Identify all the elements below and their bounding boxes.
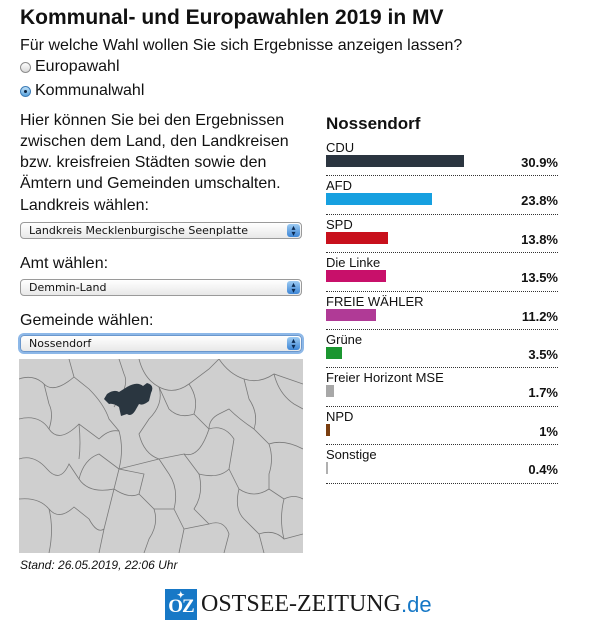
party-percentage: 13.8% <box>521 231 558 247</box>
logo-tld: .de <box>400 591 432 617</box>
party-bar <box>326 231 388 244</box>
timestamp: Stand: 26.05.2019, 22:06 Uhr <box>20 558 178 572</box>
radio-kommunalwahl[interactable]: Kommunalwahl <box>20 82 144 100</box>
municipality-borders <box>19 359 303 553</box>
gemeinde-select[interactable]: Nossendorf ▴ ▾ <box>20 335 302 352</box>
party-name: Freier Horizont MSE <box>326 370 444 386</box>
party-name: NPD <box>326 408 354 424</box>
amt-label: Amt wählen: <box>20 255 109 272</box>
party-percentage: 23.8% <box>521 193 558 209</box>
municipality-map[interactable] <box>19 359 303 553</box>
party-results-list: CDU 30.9% AFD 23.8% SPD 13.8% Die Linke 13.5% FR… <box>326 138 558 484</box>
party-bar <box>326 385 334 398</box>
election-question: Für welche Wahl wollen Sie sich Ergebnis… <box>20 37 463 54</box>
party-percentage: 11.2% <box>521 308 558 324</box>
results-panel: Nossendorf CDU 30.9% AFD 23.8% SPD 13.8% Die L… <box>326 114 558 484</box>
gemeinde-label: Gemeinde wählen: <box>20 312 154 329</box>
results-title: Nossendorf <box>326 114 421 133</box>
radio-button-unchecked[interactable] <box>20 61 31 73</box>
party-percentage: 13.5% <box>521 270 558 286</box>
map-svg <box>19 359 303 553</box>
logo-name: OSTSEE-ZEITUNG <box>201 591 401 617</box>
party-percentage: 1.7% <box>528 385 558 401</box>
select-value: Demmin-Land <box>29 281 107 294</box>
party-name: AFD <box>326 178 352 194</box>
logo-badge-text: OZ <box>168 596 194 617</box>
party-bar <box>326 423 331 436</box>
updown-arrows-icon: ▴ ▾ <box>287 336 300 350</box>
party-percentage: 3.5% <box>528 346 558 362</box>
party-percentage: 1% <box>539 423 558 439</box>
party-bar <box>326 462 328 475</box>
party-name: Die Linke <box>326 255 381 271</box>
updown-arrows-icon: ▴ ▾ <box>287 223 300 237</box>
party-name: CDU <box>326 140 355 155</box>
selected-municipality-shape[interactable] <box>104 383 153 416</box>
updown-arrows-icon: ▴ ▾ <box>287 280 300 294</box>
party-result-row: NPD 1% <box>326 407 558 446</box>
party-result-row: AFD 23.8% <box>326 176 558 215</box>
party-name: FREIE WÄHLER <box>326 293 424 309</box>
party-bar <box>326 155 464 167</box>
party-percentage: 0.4% <box>528 462 558 478</box>
select-value: Landkreis Mecklenburgische Seenplatte <box>29 224 248 237</box>
select-value: Nossendorf <box>29 337 92 350</box>
radio-europawahl[interactable]: Europawahl <box>20 58 120 76</box>
party-result-row: FREIE WÄHLER 11.2% <box>326 292 558 330</box>
star-icon: ✦ <box>177 590 184 600</box>
party-result-row: SPD 13.8% <box>326 215 558 254</box>
party-bar <box>326 346 342 359</box>
party-result-row: Grüne 3.5% <box>326 330 558 369</box>
party-name: Grüne <box>326 331 363 347</box>
party-bar <box>326 308 377 321</box>
party-percentage: 30.9% <box>521 155 558 170</box>
party-result-row: CDU 30.9% <box>326 138 558 177</box>
oz-badge-icon: ✦ OZ <box>165 589 197 620</box>
landkreis-select[interactable]: Landkreis Mecklenburgische Seenplatte ▴ ▾ <box>20 222 302 239</box>
intro-text: Hier können Sie bei den Ergebnissen zwis… <box>20 112 289 192</box>
radio-label: Kommunalwahl <box>35 82 145 99</box>
party-name: Sonstige <box>326 447 377 463</box>
party-bar <box>326 193 433 206</box>
party-result-row: Sonstige 0.4% <box>326 445 558 484</box>
radio-label: Europawahl <box>35 58 120 75</box>
page-title: Kommunal- und Europawahlen 2019 in MV <box>20 6 444 29</box>
party-name: SPD <box>326 216 353 232</box>
party-result-row: Freier Horizont MSE 1.7% <box>326 368 558 407</box>
party-bar <box>326 270 387 283</box>
landkreis-label: Landkreis wählen: <box>20 197 149 214</box>
radio-button-checked[interactable] <box>20 85 31 97</box>
amt-select[interactable]: Demmin-Land ▴ ▾ <box>20 279 302 296</box>
party-result-row: Die Linke 13.5% <box>326 253 558 292</box>
ostsee-zeitung-logo[interactable]: ✦ OZ OSTSEE-ZEITUNG .de <box>165 589 432 620</box>
